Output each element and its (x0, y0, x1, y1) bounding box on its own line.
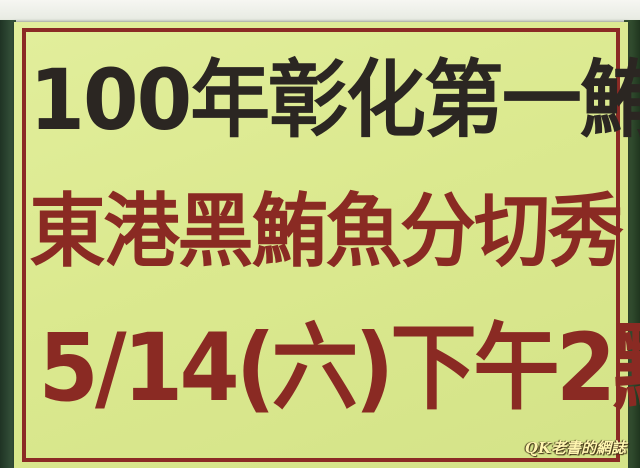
poster-event-title: 東港黑鮪魚分切秀 (29, 185, 624, 278)
right-frame-edge (624, 20, 640, 468)
poster-headline: 100年彰化第一鮪 (29, 51, 640, 149)
background-wall (0, 0, 640, 26)
poster-date-time: 5/14(六)下午2點 (38, 314, 640, 423)
watermark: QK老書的網誌 (524, 439, 626, 457)
left-frame-edge (0, 20, 16, 468)
event-poster: 100年彰化第一鮪 東港黑鮪魚分切秀 5/14(六)下午2點 (14, 22, 640, 468)
poster-border (22, 28, 620, 462)
